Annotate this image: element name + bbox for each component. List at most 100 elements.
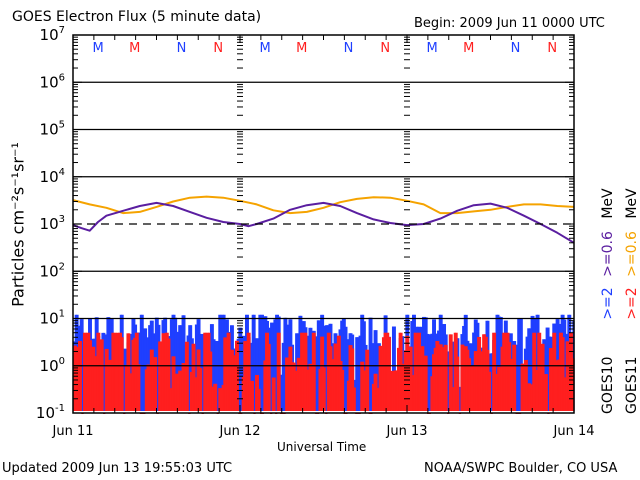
noise-bar bbox=[231, 349, 234, 411]
noise-bar bbox=[198, 349, 201, 411]
noise-bar bbox=[568, 332, 572, 411]
noise-bar bbox=[211, 324, 214, 411]
noise-bar bbox=[108, 359, 111, 411]
noise-bar bbox=[323, 367, 326, 411]
noise-bar bbox=[238, 327, 241, 411]
noise-bar bbox=[131, 339, 134, 411]
noise-bar bbox=[485, 336, 488, 411]
noise-bar bbox=[398, 332, 401, 411]
noise-bar bbox=[448, 334, 452, 411]
noise-bar bbox=[400, 332, 403, 411]
noise-bar bbox=[498, 316, 502, 411]
noise-bar bbox=[291, 362, 295, 411]
noise-bar bbox=[502, 332, 505, 411]
noise-bar bbox=[361, 361, 365, 411]
noise-bar bbox=[330, 346, 333, 411]
noise-bar bbox=[393, 326, 396, 411]
noise-bar bbox=[178, 370, 181, 411]
noise-bar bbox=[128, 333, 131, 411]
top-marker-n: N bbox=[344, 41, 354, 56]
noise-bar bbox=[221, 314, 224, 411]
noise-bar bbox=[218, 388, 221, 411]
noise-bar bbox=[351, 348, 355, 411]
noise-bar bbox=[570, 332, 573, 411]
noise-bar bbox=[420, 346, 423, 411]
noise-bar bbox=[214, 340, 218, 411]
noise-bar bbox=[365, 349, 368, 411]
noise-bar bbox=[522, 363, 525, 411]
noise-bar bbox=[133, 337, 136, 411]
series-goes11-0-6-mev bbox=[72, 195, 575, 215]
noise-bar bbox=[318, 368, 321, 411]
y-tick-label: 103 bbox=[40, 214, 65, 233]
noise-bar bbox=[256, 374, 259, 411]
noise-bar bbox=[567, 341, 570, 411]
noise-bar bbox=[121, 337, 124, 411]
noise-bar bbox=[129, 333, 133, 411]
noise-bar bbox=[527, 383, 530, 411]
noise-bar bbox=[216, 340, 219, 411]
noise-bar bbox=[208, 332, 211, 411]
x-tick-label: Jun 11 bbox=[52, 424, 94, 439]
noise-bar bbox=[443, 344, 447, 411]
noise-bar bbox=[161, 333, 164, 411]
noise-bar bbox=[465, 346, 468, 411]
x-axis-label: Universal Time bbox=[277, 440, 367, 454]
noise-bar bbox=[341, 369, 345, 411]
noise-bar bbox=[385, 332, 388, 411]
noise-bar bbox=[251, 380, 254, 411]
noise-bar bbox=[188, 325, 191, 411]
noise-bar bbox=[255, 374, 258, 411]
noise-bar bbox=[418, 332, 421, 411]
noise-bar bbox=[104, 348, 107, 411]
noise-bar bbox=[89, 340, 92, 411]
x-tick-label: Jun 14 bbox=[553, 424, 595, 439]
noise-bar bbox=[528, 383, 532, 411]
noise-bar bbox=[280, 374, 283, 411]
noise-bar bbox=[371, 343, 375, 411]
y-tick-label: 102 bbox=[40, 261, 65, 280]
y-tick-label: 101 bbox=[40, 309, 65, 328]
noise-bar bbox=[138, 364, 141, 411]
top-marker-n: N bbox=[213, 41, 223, 56]
noise-bar bbox=[94, 356, 97, 411]
noise-bar bbox=[283, 317, 286, 411]
noise-bar bbox=[368, 317, 371, 411]
noise-bar bbox=[250, 342, 253, 411]
top-marker-n: N bbox=[177, 41, 187, 56]
noise-bar bbox=[246, 332, 249, 411]
noise-bar bbox=[326, 332, 330, 411]
series-goes11-2-mev bbox=[73, 332, 575, 414]
noise-bar bbox=[415, 332, 418, 411]
noise-bar bbox=[378, 345, 381, 411]
noise-bar bbox=[186, 341, 189, 411]
noise-bar bbox=[189, 371, 193, 411]
noise-bar bbox=[199, 368, 203, 411]
noise-bar bbox=[281, 342, 285, 411]
noise-bar bbox=[223, 337, 226, 411]
noise-bar bbox=[183, 363, 186, 411]
noise-bar bbox=[473, 351, 477, 411]
noise-bar bbox=[535, 370, 538, 411]
noise-bar bbox=[305, 332, 308, 411]
noise-bar bbox=[470, 365, 473, 411]
noise-bar bbox=[437, 340, 440, 411]
noise-bar bbox=[528, 328, 532, 411]
noise-bar bbox=[84, 332, 87, 411]
noise-bar bbox=[306, 369, 310, 411]
noise-bar bbox=[328, 332, 331, 411]
noise-bar bbox=[475, 351, 478, 411]
noise-bar bbox=[386, 332, 390, 411]
y-tick-label: 107 bbox=[40, 25, 65, 44]
noise-bar bbox=[163, 333, 166, 411]
noise-bar bbox=[500, 346, 503, 411]
noise-bar bbox=[346, 380, 350, 411]
noise-bar bbox=[275, 314, 278, 411]
noise-bar bbox=[263, 360, 266, 411]
noise-bar bbox=[373, 330, 376, 411]
legend-unit-1: MeV bbox=[600, 188, 616, 219]
noise-bar bbox=[513, 344, 517, 411]
noise-bar bbox=[321, 336, 325, 411]
noise-bar bbox=[422, 346, 425, 411]
noise-bar bbox=[88, 332, 91, 411]
